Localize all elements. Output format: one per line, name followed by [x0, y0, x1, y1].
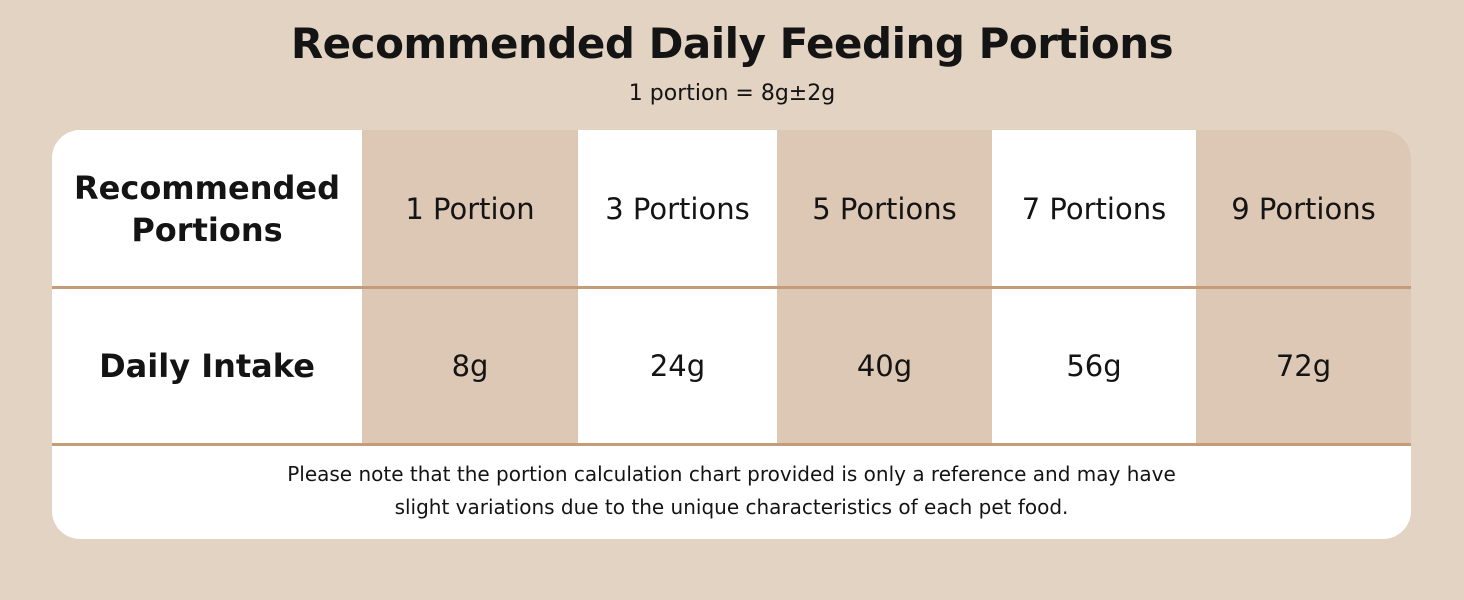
portion-cell-7: 7 Portions — [1021, 191, 1167, 226]
row-divider-top — [52, 286, 1411, 289]
page-title: Recommended Daily Feeding Portions — [290, 19, 1174, 68]
disclaimer-line-1: Please note that the portion calculation… — [287, 462, 1176, 486]
feeding-table-card: Recommended Portions 1 Portion 3 Portion… — [52, 130, 1411, 539]
row-header-daily-intake: Daily Intake — [99, 347, 315, 385]
intake-cell-5: 40g — [777, 287, 992, 445]
portion-cell-5: 5 Portions — [777, 130, 992, 287]
portion-cell-9: 9 Portions — [1196, 130, 1411, 287]
disclaimer-line-2: slight variations due to the unique char… — [394, 495, 1069, 519]
intake-cell-9: 72g — [1196, 287, 1411, 445]
portion-cell-3: 3 Portions — [605, 191, 750, 226]
intake-cell-1: 8g — [362, 287, 578, 445]
intake-cell-3: 24g — [649, 349, 706, 383]
portion-cell-1: 1 Portion — [362, 130, 578, 287]
page-subtitle: 1 portion = 8g±2g — [628, 81, 836, 106]
feeding-table: Recommended Portions 1 Portion 3 Portion… — [52, 130, 1411, 445]
disclaimer-note: Please note that the portion calculation… — [52, 458, 1411, 524]
row-divider-bottom — [52, 443, 1411, 446]
intake-cell-7: 56g — [1066, 349, 1122, 383]
row-header-recommended-portions: Recommended Portions — [74, 168, 340, 249]
